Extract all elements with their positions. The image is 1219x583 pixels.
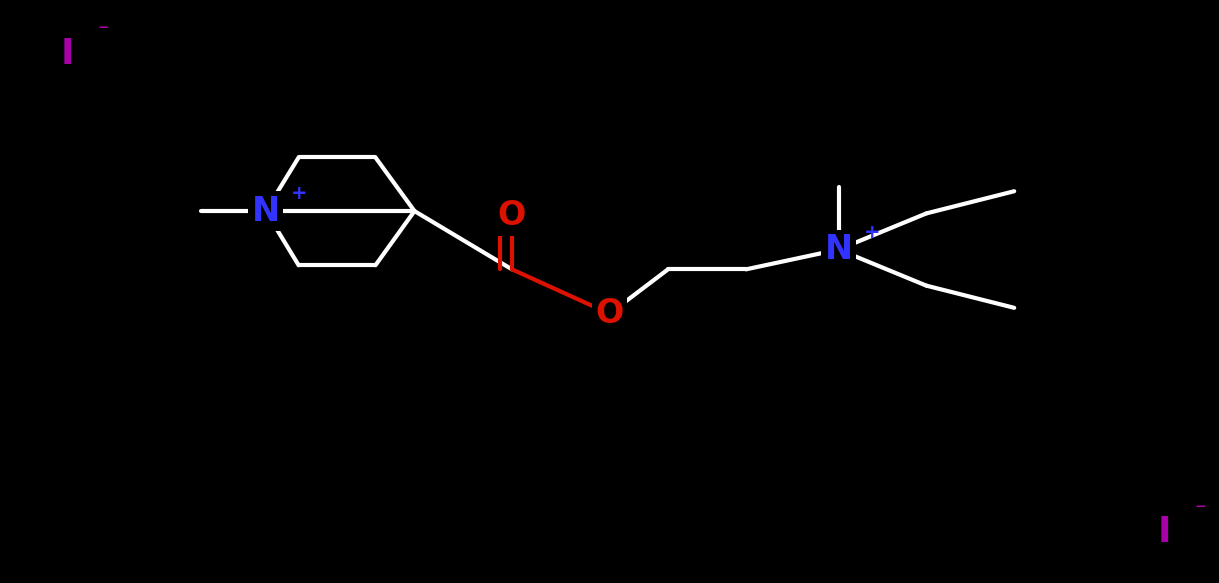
- Text: ⁻: ⁻: [1195, 501, 1207, 521]
- Text: I: I: [1157, 515, 1171, 549]
- Text: O: O: [595, 297, 624, 330]
- Text: O: O: [497, 199, 527, 232]
- Text: N: N: [824, 233, 853, 266]
- Text: +: +: [864, 223, 881, 241]
- Text: ⁻: ⁻: [98, 23, 110, 43]
- Text: I: I: [60, 37, 74, 71]
- Text: N: N: [251, 195, 280, 227]
- Text: +: +: [291, 184, 308, 203]
